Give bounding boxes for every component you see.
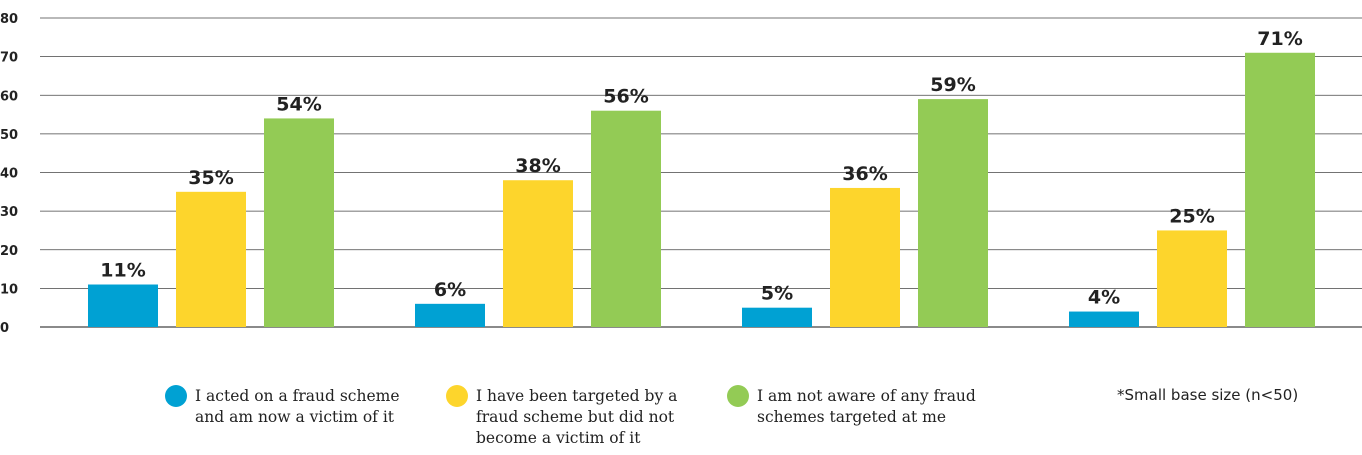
y-tick-label: 50 [0,128,18,143]
bar-targeted [1157,230,1227,327]
y-tick-label: 10 [0,282,18,297]
data-label: 5% [761,283,793,305]
data-label: 54% [276,93,321,115]
bar-not-aware [1245,52,1315,327]
y-tick-label: 30 [0,205,18,220]
data-label: 6% [434,279,466,301]
bar-targeted [830,187,900,327]
y-tick-label: 20 [0,244,18,259]
legend-swatch-targeted [446,385,468,407]
legend-item-targeted: I have been targeted by a fraud scheme b… [446,385,678,449]
data-label: 71% [1257,28,1302,50]
legend-item-not-aware: I am not aware of any fraud schemes targ… [727,385,976,428]
bar-not-aware [591,110,661,327]
bar-targeted [503,180,573,327]
data-label: 25% [1169,205,1214,227]
bar-victim [1069,311,1139,327]
bar-victim [415,303,485,327]
legend-swatch-not-aware [727,385,749,407]
bar-targeted [176,191,246,327]
legend-swatch-victim [165,385,187,407]
bars: 11% 35% 54% 6% 38% 56% 5% 36% 59% 4% 25% 71% [88,28,1315,327]
legend-label-victim: I acted on a fraud scheme and am now a v… [195,387,400,426]
legend-label-not-aware: I am not aware of any fraud schemes targ… [757,387,976,426]
data-label: 38% [515,155,560,177]
legend-label-targeted: I have been targeted by a fraud scheme b… [476,387,678,447]
y-axis: 0 10 20 30 40 50 60 70 80 [0,12,18,336]
y-tick-label: 0 [0,321,9,336]
y-tick-label: 70 [0,51,18,66]
bar-not-aware [264,118,334,327]
data-label: 4% [1088,287,1120,309]
y-tick-label: 80 [0,12,18,27]
bar-victim [742,307,812,327]
bar-victim [88,284,158,327]
footnote: *Small base size (n<50) [1117,386,1299,404]
legend: I acted on a fraud scheme and am now a v… [0,385,1362,455]
gridlines [40,17,1362,328]
bar-chart: 0 10 20 30 40 50 60 70 80 11% 35% 54% 6% 38% 56% 5% 36%… [0,12,1362,336]
y-tick-label: 40 [0,167,18,182]
y-tick-label: 60 [0,89,18,104]
data-label: 59% [930,74,975,96]
bar-not-aware [918,99,988,327]
data-label: 36% [842,163,887,185]
legend-item-victim: I acted on a fraud scheme and am now a v… [165,385,400,428]
data-label: 56% [603,86,648,108]
data-label: 11% [100,260,145,282]
data-label: 35% [188,167,233,189]
